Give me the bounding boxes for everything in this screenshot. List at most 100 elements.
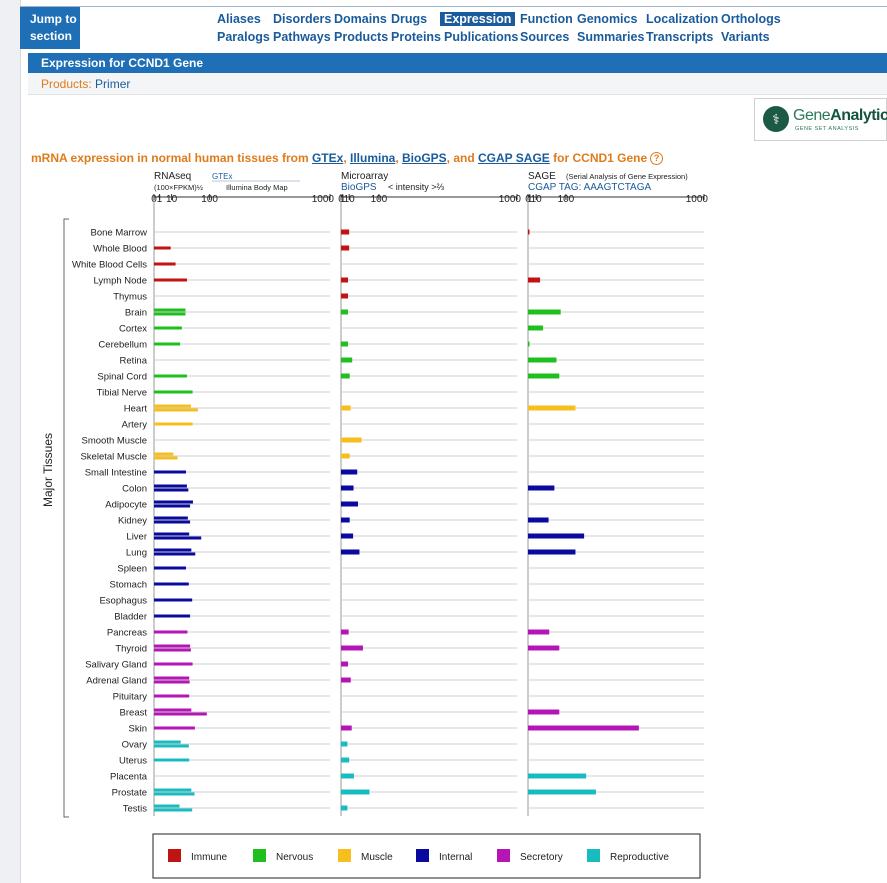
- nav-link-drugs[interactable]: Drugs: [391, 12, 428, 26]
- tissue-label: Skeletal Muscle: [80, 452, 147, 463]
- rnaseq-bar: [154, 566, 186, 570]
- products-row: Products: Primer: [28, 73, 887, 95]
- microarray-bar: [341, 677, 351, 683]
- sage-bar: [528, 309, 561, 315]
- help-icon[interactable]: ?: [650, 152, 664, 165]
- logo-tagline: GENE SET ANALYSIS: [795, 126, 859, 132]
- rnaseq-bar: [154, 792, 195, 796]
- tissue-label: Adrenal Gland: [86, 676, 147, 687]
- microarray-bar: [341, 437, 362, 443]
- microarray-bar: [341, 773, 354, 779]
- sage-bar: [528, 725, 639, 731]
- sage-subtitle: (Serial Analysis of Gene Expression): [566, 172, 688, 181]
- nav-link-publications[interactable]: Publications: [444, 30, 519, 44]
- sage-bar: [528, 517, 549, 523]
- microarray-bar: [341, 309, 349, 315]
- source-link-biogps[interactable]: BioGPS: [402, 151, 447, 165]
- microarray-bar: [341, 501, 358, 507]
- nav-link-summaries[interactable]: Summaries: [577, 30, 645, 44]
- microarray-tick-label: 1000: [499, 194, 522, 205]
- microarray-bar: [341, 805, 348, 811]
- tissue-axis-bracket: [63, 218, 69, 818]
- rnaseq-bar: [154, 614, 191, 618]
- tissue-label: Heart: [124, 404, 148, 415]
- tissue-label: Prostate: [112, 788, 147, 799]
- rnaseq-bar: [154, 470, 186, 474]
- products-primer-link[interactable]: Primer: [95, 77, 131, 91]
- sage-bar: [528, 341, 530, 347]
- rnaseq-bar: [154, 644, 191, 648]
- tissue-label: Colon: [122, 484, 147, 495]
- rnaseq-bar: [154, 308, 186, 312]
- geneanalytics-logo[interactable]: ⚕ GeneAnalytics GENE SET ANALYSIS: [754, 98, 887, 141]
- nav-link-disorders[interactable]: Disorders: [273, 12, 332, 26]
- tissue-label: Bladder: [114, 612, 147, 623]
- sage-tick-label: 1000: [686, 194, 709, 205]
- tissue-label: Lung: [126, 548, 147, 559]
- sage-tick-label: 1: [527, 194, 533, 205]
- nav-link-products[interactable]: Products: [334, 30, 389, 44]
- nav-link-proteins[interactable]: Proteins: [391, 30, 442, 44]
- nav-link-expression[interactable]: Expression: [440, 12, 516, 26]
- nav-link-function[interactable]: Function: [520, 12, 573, 26]
- microarray-bar: [341, 789, 370, 795]
- microarray-bar: [341, 229, 350, 235]
- rnaseq-bar: [154, 548, 192, 552]
- rnaseq-source-gtex: GTEx: [212, 172, 232, 181]
- y-axis-label: Major Tissues: [41, 433, 55, 507]
- section-navigation: Jump to section Aliases Disorders Domains D…: [20, 6, 887, 49]
- logo-wordmark: GeneAnalytics: [793, 107, 887, 124]
- microarray-bar: [341, 533, 354, 539]
- tissue-label: Cortex: [119, 324, 147, 335]
- source-link-cgap-sage[interactable]: CGAP SAGE: [478, 151, 550, 165]
- microarray-bar: [341, 357, 353, 363]
- rnaseq-bar: [154, 516, 188, 520]
- rnaseq-tick-label: 1: [157, 194, 163, 205]
- rnaseq-tick-label: 1000: [312, 194, 335, 205]
- rnaseq-bar: [154, 500, 193, 504]
- sage-bar: [528, 325, 544, 331]
- nav-link-domains[interactable]: Domains: [334, 12, 387, 26]
- sage-bar: [528, 405, 576, 411]
- source-link-illumina[interactable]: Illumina: [349, 151, 396, 165]
- nav-link-variants[interactable]: Variants: [721, 30, 770, 44]
- nav-link-genomics[interactable]: Genomics: [577, 12, 638, 26]
- tissue-label: Esophagus: [99, 596, 147, 607]
- nav-link-pathways[interactable]: Pathways: [273, 30, 331, 44]
- legend-label-immune: Immune: [191, 852, 228, 863]
- tissue-label: Spinal Cord: [97, 372, 147, 383]
- rnaseq-bar: [154, 598, 193, 602]
- microarray-bar: [341, 741, 348, 747]
- tissue-label: Stomach: [110, 580, 148, 591]
- sage-bar: [528, 373, 560, 379]
- nav-link-orthologs[interactable]: Orthologs: [721, 12, 781, 26]
- nav-link-transcripts[interactable]: Transcripts: [646, 30, 714, 44]
- nav-link-sources[interactable]: Sources: [520, 30, 570, 44]
- rnaseq-bar: [154, 484, 187, 488]
- tissue-label: Thymus: [113, 292, 147, 303]
- sage-bar: [528, 773, 587, 779]
- sage-bar: [528, 549, 576, 555]
- microarray-bar: [341, 341, 349, 347]
- legend-swatch-immune: [168, 849, 181, 862]
- rnaseq-bar: [154, 488, 189, 492]
- microarray-bar: [341, 661, 349, 667]
- rnaseq-source-illumina: Illumina Body Map: [226, 183, 288, 192]
- rnaseq-bar: [154, 532, 190, 536]
- chart-title-prefix: mRNA expression in normal human tissues …: [31, 151, 309, 165]
- nav-link-paralogs[interactable]: Paralogs: [217, 30, 270, 44]
- chart-title-suffix: for CCND1 Gene: [553, 151, 648, 165]
- sage-bar: [528, 485, 555, 491]
- rnaseq-bar: [154, 342, 181, 346]
- jump-to-section-button[interactable]: Jump to section: [20, 7, 80, 49]
- legend-swatch-nervous: [253, 849, 266, 862]
- microarray-bar: [341, 725, 352, 731]
- microarray-bar: [341, 245, 350, 251]
- nav-link-aliases[interactable]: Aliases: [217, 12, 261, 26]
- tissue-label: Liver: [126, 532, 147, 543]
- rnaseq-tick-label: 0: [151, 194, 157, 205]
- sage-bar: [528, 789, 596, 795]
- source-link-gtex[interactable]: GTEx: [311, 151, 344, 165]
- nav-link-localization[interactable]: Localization: [646, 12, 719, 26]
